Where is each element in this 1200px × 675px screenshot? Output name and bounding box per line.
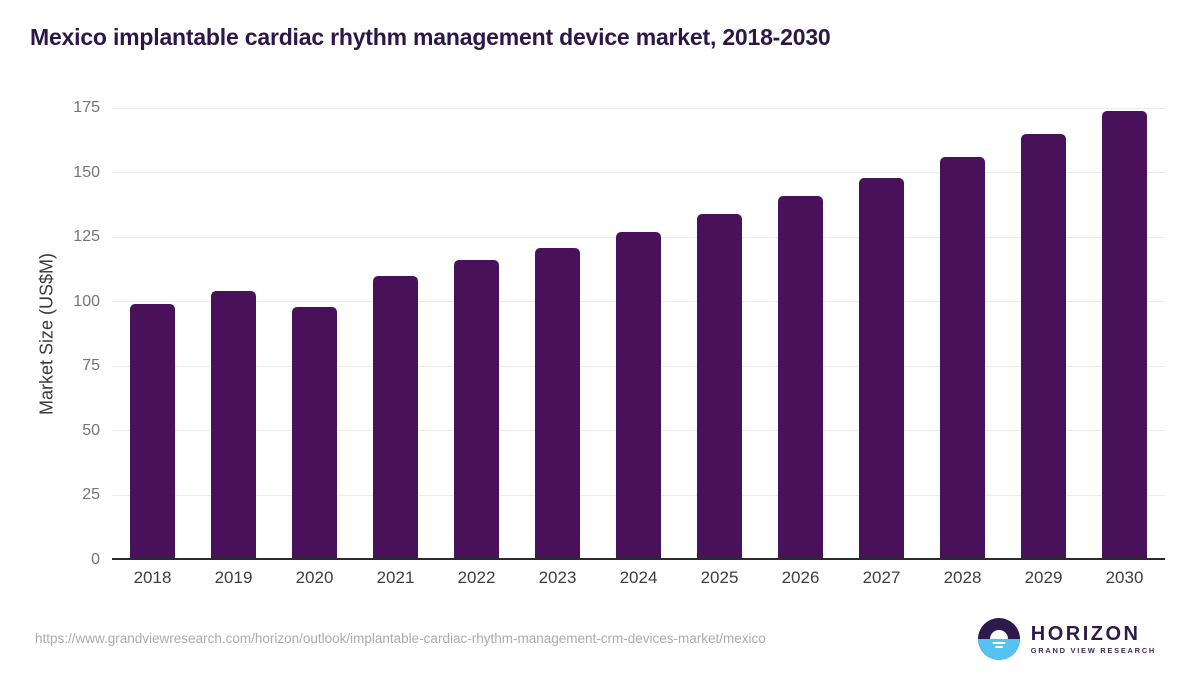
bar-slot: [274, 108, 355, 560]
bar-2030[interactable]: [1102, 110, 1147, 560]
y-tick-label: 50: [82, 421, 100, 439]
horizon-logo: HORIZON GRAND VIEW RESEARCH: [977, 618, 1156, 660]
x-tick-label: 2023: [538, 568, 577, 587]
y-tick-label: 0: [91, 551, 100, 568]
bar-2024[interactable]: [616, 232, 661, 560]
bar-slot: [598, 108, 679, 560]
bar-2022[interactable]: [454, 260, 499, 560]
x-tick-label: 2022: [457, 568, 496, 587]
y-tick-label: 150: [73, 163, 100, 181]
y-axis-tick-labels: 0 25 50 75 100 125 150 175: [0, 99, 100, 568]
gridline: [112, 172, 1165, 174]
bar-2029[interactable]: [1021, 133, 1066, 560]
x-tick-label: 2018: [133, 568, 172, 587]
x-tick-label: 2027: [862, 568, 901, 587]
bar-slot: [1084, 108, 1165, 560]
bar-slot: [517, 108, 598, 560]
x-tick-label: 2026: [781, 568, 820, 587]
y-tick-label: 100: [73, 292, 100, 310]
bar-slot: [841, 108, 922, 560]
horizon-sun-shape: [989, 630, 1008, 639]
y-tick-label: 25: [82, 486, 100, 504]
bar-slot: [193, 108, 274, 560]
bar-2018[interactable]: [130, 304, 175, 560]
y-tick-label: 125: [73, 228, 100, 246]
horizon-logo-subtext: GRAND VIEW RESEARCH: [1030, 645, 1156, 655]
bar-slot: [922, 108, 1003, 560]
bar-2021[interactable]: [373, 275, 418, 560]
bar-slot: [760, 108, 841, 560]
bar-2023[interactable]: [535, 247, 580, 560]
x-axis-line: [112, 558, 1165, 560]
horizon-reflection-shape: [992, 642, 1006, 644]
bar-2027[interactable]: [859, 177, 904, 560]
x-tick-label: 2024: [619, 568, 658, 587]
y-tick-label: 175: [73, 99, 100, 116]
bar-slot: [679, 108, 760, 560]
horizon-logo-name: HORIZON: [1030, 622, 1141, 645]
bar-2020[interactable]: [292, 306, 337, 560]
horizon-reflection-shape: [994, 646, 1003, 648]
sun-over-horizon-icon: [977, 618, 1020, 660]
bar-slot: [112, 108, 193, 560]
plot-area: [112, 107, 1165, 560]
bar-slot: [436, 108, 517, 560]
x-tick-label: 2030: [1105, 568, 1144, 587]
horizon-sea-shape: [977, 639, 1020, 660]
x-tick-label: 2025: [700, 568, 739, 587]
x-tick-label: 2020: [295, 568, 334, 587]
bar-2025[interactable]: [697, 213, 742, 560]
x-axis-tick-labels: 2018 2019 2020 2021 2022 2023 2024 2025 2026 2027…: [112, 568, 1165, 588]
bar-2028[interactable]: [940, 157, 985, 560]
bars-row: [112, 108, 1165, 560]
y-tick-label: 75: [82, 357, 100, 375]
x-tick-label: 2029: [1024, 568, 1063, 587]
x-tick-label: 2019: [214, 568, 253, 587]
bar-slot: [1003, 108, 1084, 560]
bar-slot: [355, 108, 436, 560]
chart-title: Mexico implantable cardiac rhythm manage…: [30, 24, 831, 50]
bar-2019[interactable]: [211, 291, 256, 560]
x-tick-label: 2021: [376, 568, 415, 587]
gridline: [112, 107, 1165, 109]
horizon-logo-text: HORIZON GRAND VIEW RESEARCH: [1031, 624, 1156, 655]
source-url: https://www.grandviewresearch.com/horizo…: [35, 631, 766, 646]
bar-2026[interactable]: [778, 195, 823, 560]
x-tick-label: 2028: [943, 568, 982, 587]
